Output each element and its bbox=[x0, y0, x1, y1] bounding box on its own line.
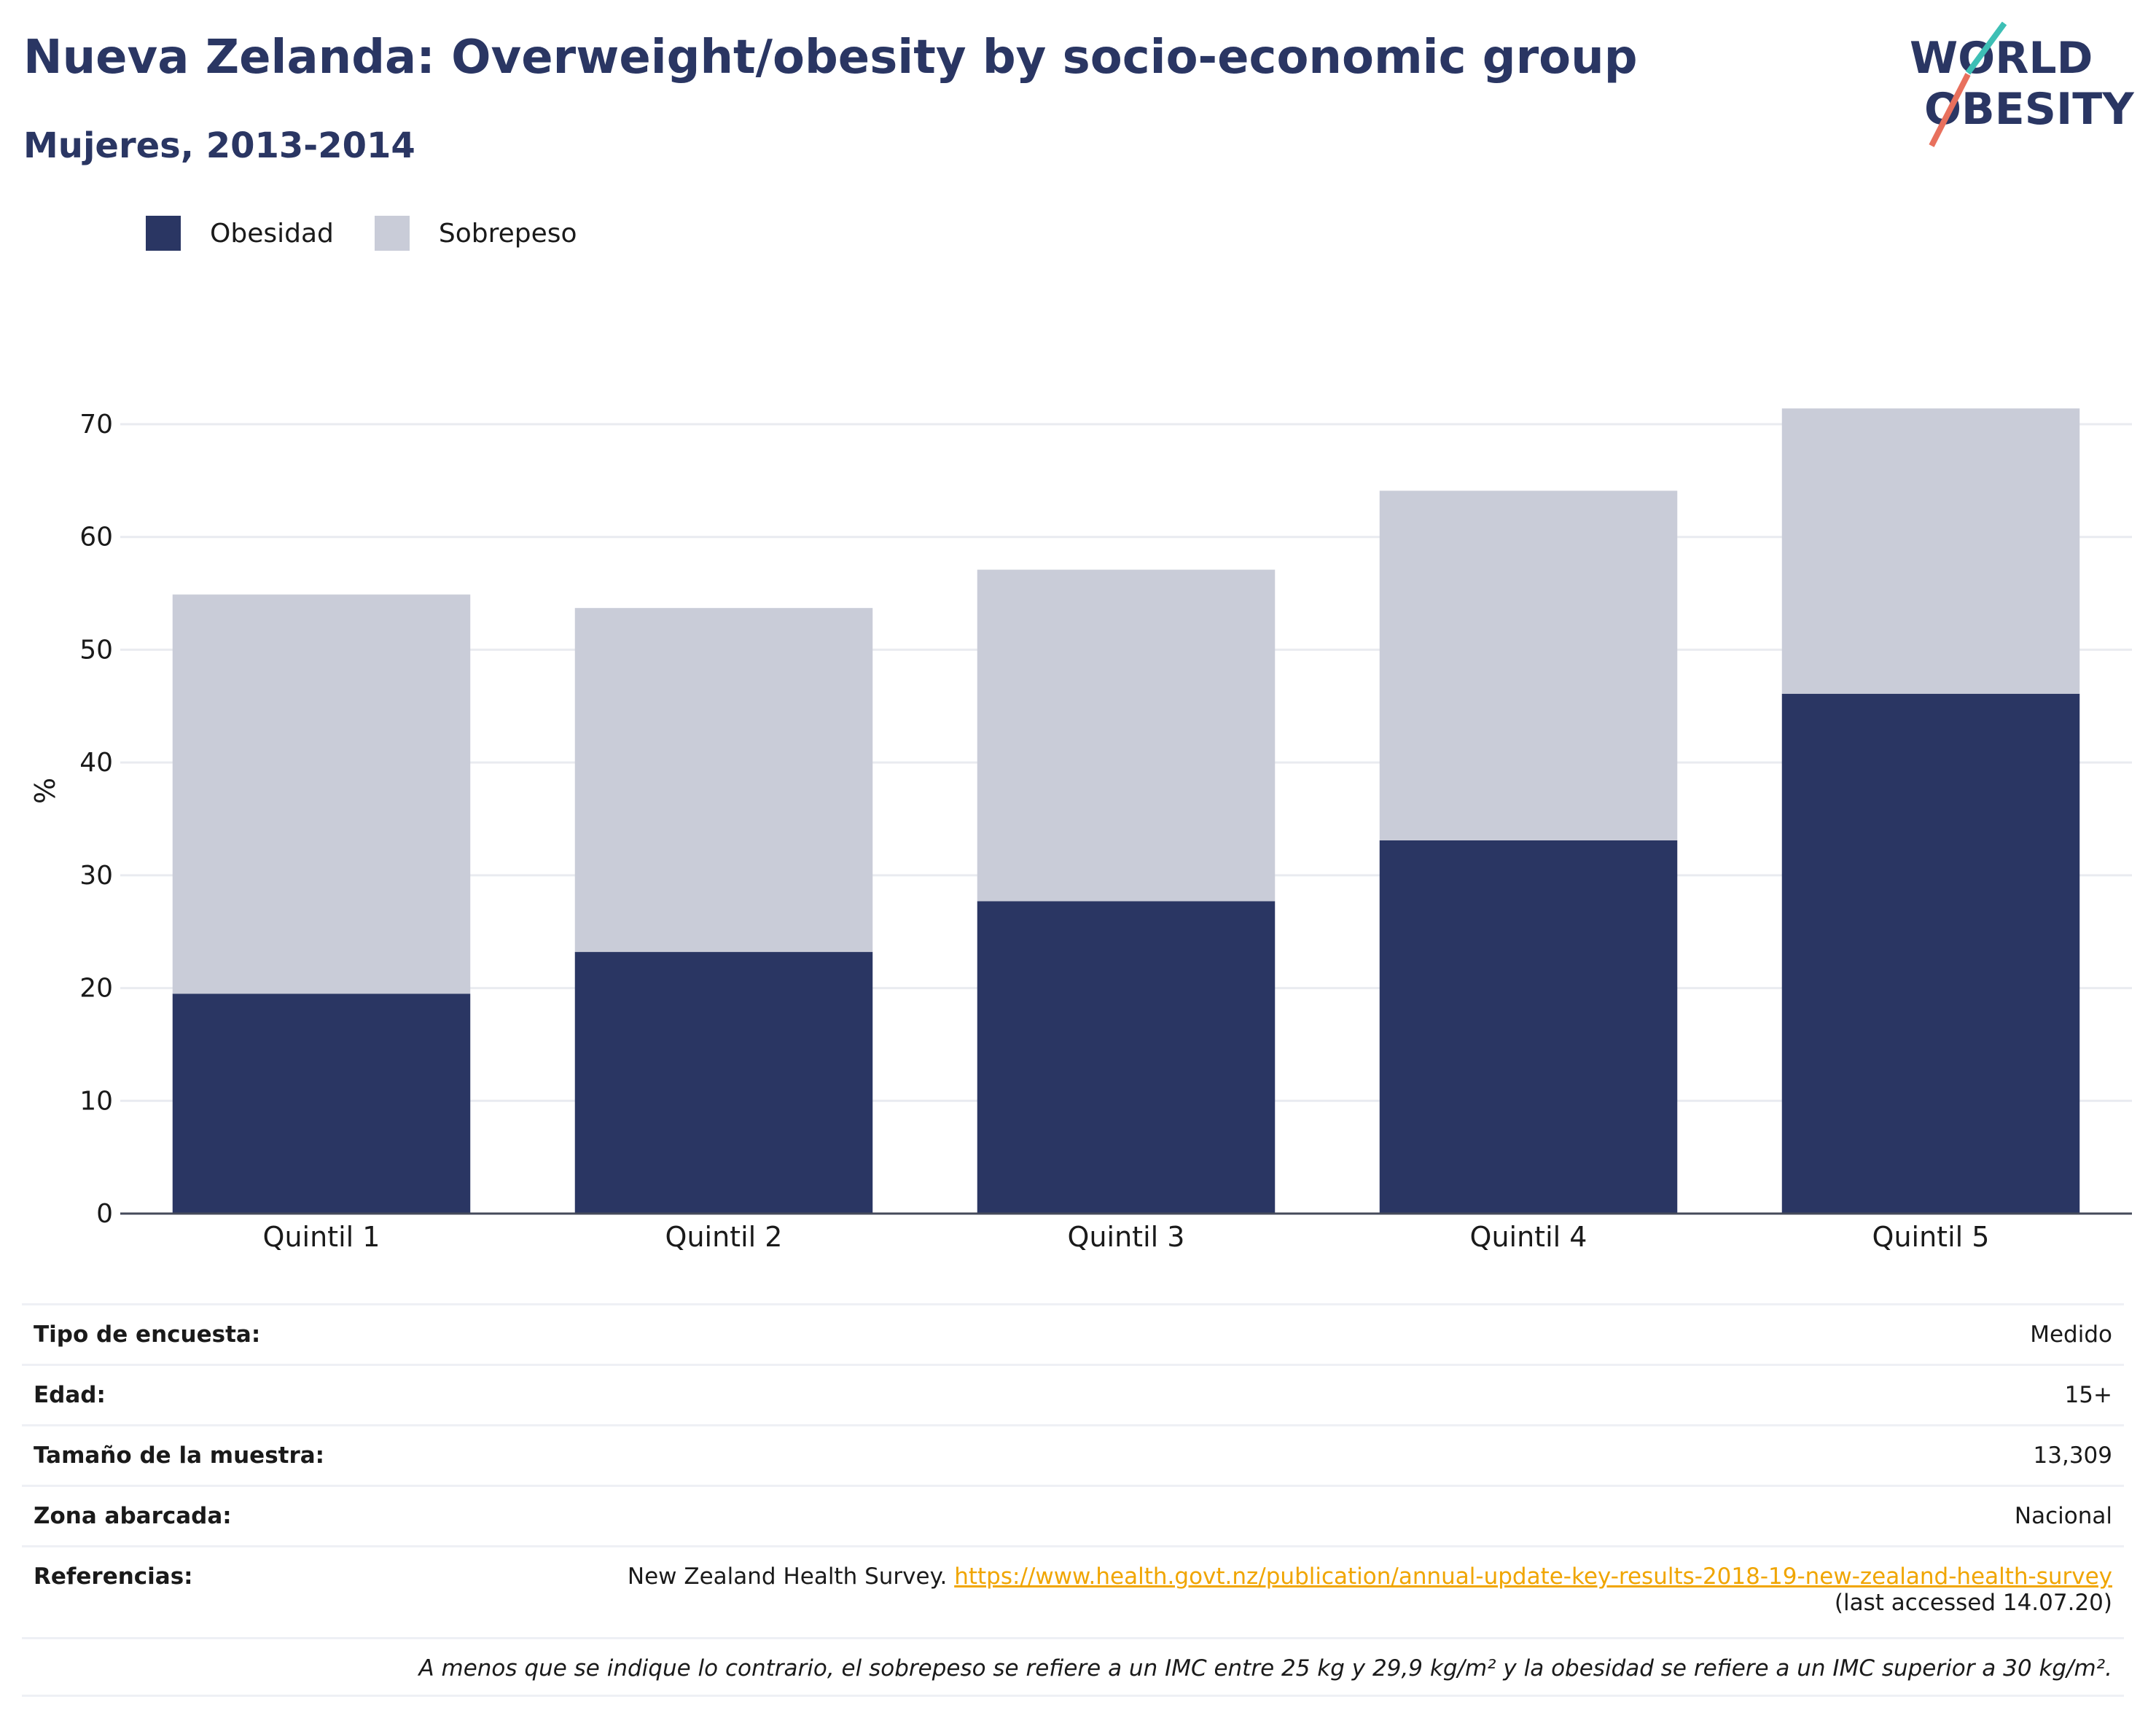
survey-details: Tipo de encuesta: Medido Edad: 15+ Tamañ… bbox=[22, 1303, 2124, 1697]
bar-obesidad bbox=[172, 993, 471, 1214]
meta-row-survey-type: Tipo de encuesta: Medido bbox=[22, 1303, 2124, 1364]
x-tick-label: Quintil 2 bbox=[665, 1221, 783, 1253]
meta-value: Nacional bbox=[2014, 1503, 2112, 1529]
stacked-bar-chart: 0 10 20 30 40 50 60 70% Quintil 1 Quintil 2 Quinti… bbox=[29, 408, 2132, 1253]
meta-label: Tamaño de la muestra: bbox=[34, 1442, 325, 1469]
y-tick-label: 70 bbox=[79, 410, 113, 440]
meta-row-area: Zona abarcada: Nacional bbox=[22, 1485, 2124, 1545]
world-obesity-logo: WORLD OBESITY bbox=[1910, 22, 2135, 147]
meta-row-references: Referencias: New Zealand Health Survey. … bbox=[22, 1545, 2124, 1637]
legend-item-obesidad[interactable]: Obesidad bbox=[146, 216, 334, 251]
legend-swatch-sobrepeso bbox=[374, 216, 410, 251]
meta-value: 15+ bbox=[2064, 1382, 2112, 1408]
references-link[interactable]: https://www.health.govt.nz/publication/a… bbox=[954, 1563, 2112, 1590]
meta-value: 13,309 bbox=[2033, 1442, 2112, 1469]
meta-label: Referencias: bbox=[34, 1563, 193, 1590]
logo-slash-teal bbox=[1965, 22, 2007, 75]
bar-obesidad bbox=[1781, 693, 2080, 1214]
references-value: New Zealand Health Survey. https://www.h… bbox=[628, 1563, 2112, 1616]
references-accessed: (last accessed 14.07.20) bbox=[1834, 1590, 2112, 1616]
y-tick-label: 0 bbox=[96, 1199, 113, 1229]
bar-obesidad bbox=[574, 952, 873, 1214]
y-tick-label: 20 bbox=[79, 974, 113, 1004]
y-axis-label: % bbox=[29, 778, 61, 804]
logo-line1: WORLD bbox=[1910, 33, 2093, 84]
x-tick-label: Quintil 4 bbox=[1470, 1221, 1587, 1253]
meta-label: Edad: bbox=[34, 1382, 106, 1408]
chart-legend: Obesidad Sobrepeso bbox=[146, 216, 618, 251]
y-tick-label: 60 bbox=[79, 523, 113, 552]
meta-value: Medido bbox=[2030, 1321, 2112, 1348]
references-text: New Zealand Health Survey. bbox=[627, 1563, 948, 1590]
bar-sobrepeso bbox=[1379, 491, 1678, 840]
y-tick-label: 30 bbox=[79, 861, 113, 891]
meta-label: Tipo de encuesta: bbox=[34, 1321, 261, 1348]
bar-sobrepeso bbox=[574, 608, 873, 953]
meta-row-sample-size: Tamaño de la muestra: 13,309 bbox=[22, 1424, 2124, 1485]
y-tick-label: 10 bbox=[79, 1086, 113, 1116]
legend-item-sobrepeso[interactable]: Sobrepeso bbox=[374, 216, 577, 251]
x-tick-label: Quintil 1 bbox=[263, 1221, 380, 1253]
bar-sobrepeso bbox=[977, 569, 1276, 902]
legend-swatch-obesidad bbox=[146, 216, 181, 251]
x-tick-label: Quintil 5 bbox=[1872, 1221, 1990, 1253]
page-subtitle: Mujeres, 2013-2014 bbox=[23, 125, 415, 166]
x-tick-label: Quintil 3 bbox=[1068, 1221, 1185, 1253]
y-tick-label: 50 bbox=[79, 635, 113, 665]
logo-slash-coral bbox=[1929, 73, 1971, 147]
page-title: Nueva Zelanda: Overweight/obesity by soc… bbox=[23, 31, 1638, 85]
footnote: A menos que se indique lo contrario, el … bbox=[22, 1637, 2124, 1697]
bar-obesidad bbox=[1379, 840, 1678, 1214]
bar-sobrepeso bbox=[1781, 408, 2080, 694]
legend-label-sobrepeso: Sobrepeso bbox=[438, 218, 577, 249]
bar-sobrepeso bbox=[172, 594, 471, 994]
meta-label: Zona abarcada: bbox=[34, 1503, 232, 1529]
meta-row-age: Edad: 15+ bbox=[22, 1364, 2124, 1424]
legend-label-obesidad: Obesidad bbox=[210, 218, 334, 249]
y-tick-label: 40 bbox=[79, 748, 113, 778]
bar-obesidad bbox=[977, 901, 1276, 1214]
